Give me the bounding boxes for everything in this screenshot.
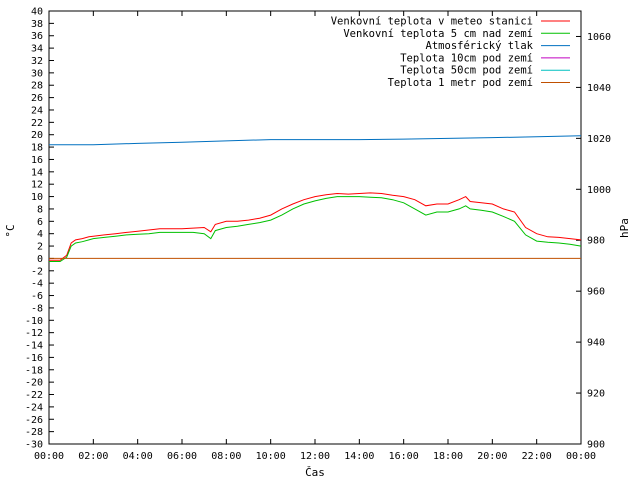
y-left-tick-label: -10: [25, 316, 43, 327]
series-line-1: [49, 196, 582, 262]
legend-label-0: Venkovní teplota v meteo stanici: [331, 16, 533, 28]
y-left-tick-label: -8: [31, 303, 43, 314]
x-tick-label: 06:00: [167, 451, 197, 462]
y-right-tick-label: 980: [587, 236, 605, 247]
y-left-tick-label: -18: [25, 365, 43, 376]
x-tick-label: 16:00: [389, 451, 419, 462]
x-tick-label: 00:00: [34, 451, 64, 462]
x-tick-label: 14:00: [344, 451, 374, 462]
y-left-tick-label: -16: [25, 353, 43, 364]
y-right-tick-label: 1060: [587, 32, 611, 43]
legend-label-5: Teplota 1 metr pod zemí: [388, 77, 533, 89]
y-left-tick-label: 38: [31, 19, 43, 30]
x-tick-label: 04:00: [123, 451, 153, 462]
y-left-tick-label: -4: [31, 279, 43, 290]
y-left-tick-label: 2: [37, 242, 43, 253]
y-left-tick-label: -12: [25, 328, 43, 339]
series-group: [49, 135, 582, 262]
y-left-tick-label: 24: [31, 105, 43, 116]
y-left-tick-label: 22: [31, 118, 43, 129]
y-left-tick-label: 8: [37, 204, 43, 215]
x-tick-label: 20:00: [477, 451, 507, 462]
series-line-0: [49, 192, 582, 261]
x-tick-label: 22:00: [522, 451, 552, 462]
y-right-tick-label: 1000: [587, 185, 611, 196]
y-left-tick-label: 10: [31, 192, 43, 203]
y-left-tick-label: -22: [25, 390, 43, 401]
y-axis-label-right: hPa: [618, 218, 631, 238]
x-tick-label: 10:00: [256, 451, 286, 462]
y-left-tick-label: -20: [25, 378, 43, 389]
legend: Venkovní teplota v meteo staniciVenkovní…: [331, 16, 570, 89]
y-left-tick-label: 6: [37, 217, 43, 228]
y-left-tick-label: 36: [31, 31, 43, 42]
y-left-tick-label: 4: [37, 229, 43, 240]
y-right-tick-label: 940: [587, 338, 605, 349]
y-right-tick-label: 1020: [587, 134, 611, 145]
y-right-tick-label: 1040: [587, 83, 611, 94]
y-left-tick-label: 18: [31, 143, 43, 154]
y-left-tick-label: -2: [31, 266, 43, 277]
y-right-tick-label: 900: [587, 440, 605, 451]
legend-label-3: Teplota 10cm pod zemí: [400, 52, 533, 64]
y-left-tick-label: 32: [31, 56, 43, 67]
legend-label-2: Atmosférický tlak: [426, 40, 534, 52]
y-left-tick-label: 40: [31, 7, 43, 18]
y-left-tick-label: 0: [37, 254, 43, 265]
y-left-tick-label: 30: [31, 68, 43, 79]
x-tick-label: 18:00: [433, 451, 463, 462]
x-axis-label: Čas: [305, 466, 325, 479]
y-left-tick-label: -24: [25, 402, 43, 413]
y-left-tick-label: 14: [31, 167, 43, 178]
tick-group: -30-28-26-24-22-20-18-16-14-12-10-8-6-4-…: [25, 7, 611, 463]
y-left-tick-label: 26: [31, 93, 43, 104]
y-left-tick-label: 20: [31, 130, 43, 141]
y-left-tick-label: -14: [25, 341, 43, 352]
series-line-2: [49, 135, 582, 146]
y-left-tick-label: 34: [31, 44, 43, 55]
x-tick-label: 12:00: [300, 451, 330, 462]
y-right-tick-label: 920: [587, 389, 605, 400]
y-left-tick-label: -28: [25, 427, 43, 438]
y-right-tick-label: 960: [587, 287, 605, 298]
y-axis-label-left: °C: [4, 224, 17, 237]
y-left-tick-label: 16: [31, 155, 43, 166]
y-left-tick-label: 28: [31, 81, 43, 92]
legend-label-4: Teplota 50cm pod zemí: [400, 65, 533, 77]
y-left-tick-label: 12: [31, 180, 43, 191]
x-tick-label: 02:00: [78, 451, 108, 462]
x-tick-label: 00:00: [566, 451, 596, 462]
y-left-tick-label: -26: [25, 415, 43, 426]
x-tick-label: 08:00: [211, 451, 241, 462]
y-left-tick-label: -6: [31, 291, 43, 302]
y-left-tick-label: -30: [25, 440, 43, 451]
legend-label-1: Venkovní teplota 5 cm nad zemí: [343, 28, 533, 40]
